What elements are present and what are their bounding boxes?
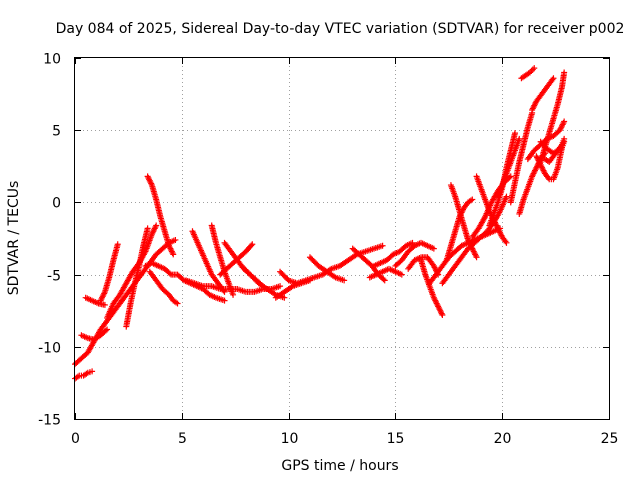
data-point [439, 312, 446, 319]
data-point [561, 135, 568, 142]
data-point [503, 193, 510, 200]
plot-border [74, 57, 610, 420]
x-tick-label: 15 [387, 431, 405, 447]
data-point [114, 241, 121, 248]
y-tick-label: -5 [47, 269, 61, 285]
data-point [507, 173, 514, 180]
y-tick-label: 5 [52, 124, 61, 140]
data-point [170, 251, 177, 258]
y-tick-label: 10 [43, 52, 61, 68]
data-point [561, 118, 568, 125]
x-tick-label: 10 [281, 431, 299, 447]
x-tick-label: 20 [494, 431, 512, 447]
data-point [561, 69, 568, 76]
x-tick-label: 0 [71, 431, 80, 447]
data-points [72, 65, 568, 382]
data-point [104, 326, 111, 333]
axis-ticks [75, 58, 610, 420]
data-point [281, 294, 288, 301]
data-point-interp [102, 327, 109, 334]
data-point [512, 130, 519, 137]
data-point [89, 368, 96, 375]
data-point [172, 236, 179, 243]
data-point [230, 291, 237, 298]
chart-title: Day 084 of 2025, Sidereal Day-to-day VTE… [56, 21, 625, 37]
y-axis-label: SDTVAR / TECUs [6, 181, 22, 296]
data-point-interp [506, 174, 513, 181]
data-point [144, 225, 151, 232]
x-tick-label: 5 [178, 431, 187, 447]
data-point [550, 75, 557, 82]
data-point [277, 283, 284, 290]
grid-lines [75, 58, 609, 419]
data-point-interp [380, 276, 387, 283]
data-point [473, 254, 480, 261]
data-point [381, 277, 388, 284]
data-point [174, 300, 181, 307]
data-point [531, 65, 538, 72]
data-point [503, 239, 510, 246]
data-point-interp [529, 66, 536, 73]
data-point [341, 277, 348, 284]
data-point [221, 297, 228, 304]
y-tick-label: 0 [52, 196, 61, 212]
data-point [430, 245, 437, 252]
y-tick-labels: -15 -10 -5 0 5 10 [38, 52, 61, 429]
data-point [379, 242, 386, 249]
y-tick-label: -15 [38, 413, 61, 429]
data-point [516, 135, 523, 142]
x-tick-label: 25 [601, 431, 619, 447]
data-point [469, 196, 476, 203]
y-tick-label: -10 [38, 341, 61, 357]
data-point [153, 222, 160, 229]
data-point-interp [248, 242, 255, 249]
data-point-interp [166, 270, 173, 277]
data-point [101, 301, 108, 308]
x-axis-label: GPS time / hours [281, 458, 398, 474]
x-tick-labels: 0 5 10 15 20 25 [71, 431, 618, 447]
data-point [249, 241, 256, 248]
data-point [398, 271, 405, 278]
